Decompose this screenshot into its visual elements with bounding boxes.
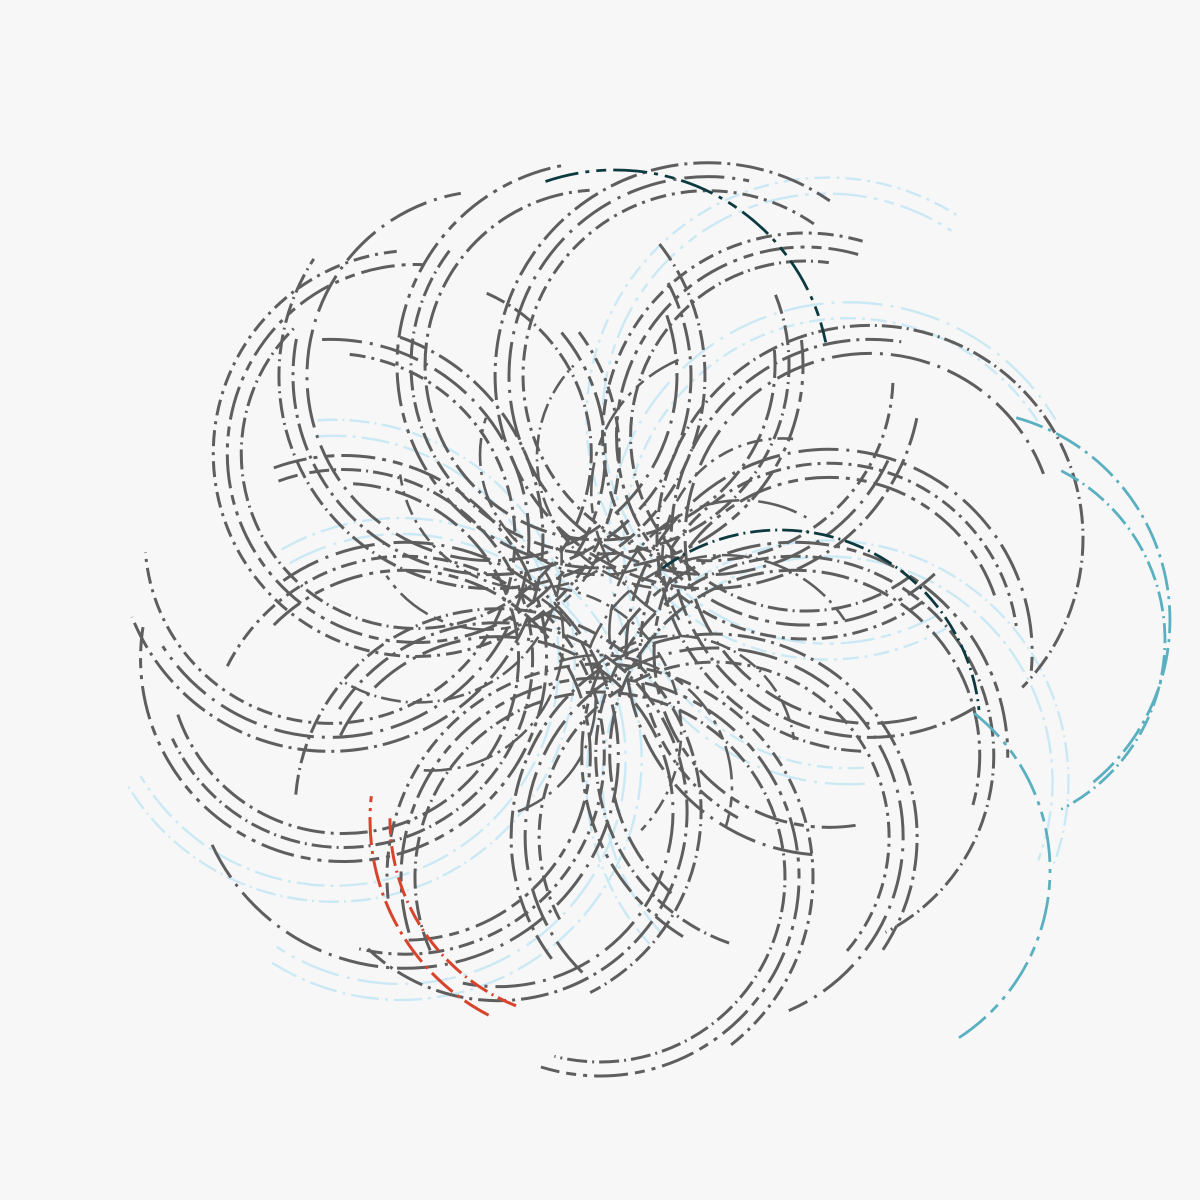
light-ring-strand	[139, 434, 561, 887]
grey-ring-strand	[683, 351, 1045, 725]
grey-ring-strand	[521, 189, 895, 563]
grey-inner-arc	[556, 586, 683, 832]
grey-ring-strand	[239, 291, 593, 630]
grey-ring-strand	[608, 568, 982, 895]
grey-ring-strand	[272, 568, 592, 942]
light-ring-strand	[601, 192, 953, 645]
teal-accent-arc	[1060, 469, 1167, 811]
grey-ring-strand	[399, 676, 801, 1078]
grey-ring-strand	[305, 191, 679, 563]
light-ring-strand	[622, 317, 1043, 770]
light-ring-strand	[125, 418, 577, 903]
grey-ring-strand	[277, 243, 707, 591]
grey-ring-strand	[413, 690, 787, 1064]
grey-ring-strand	[144, 352, 517, 725]
grey-ring-strand	[294, 607, 703, 994]
grey-ring-strand	[409, 246, 791, 556]
grey-inner-arc	[558, 653, 734, 829]
grey-ring-strand	[615, 245, 936, 627]
teal-accent-arc	[957, 712, 1052, 1040]
grey-ring-strand	[395, 164, 805, 570]
dark-teal-accent-arc	[545, 168, 828, 343]
grey-inner-arc	[608, 499, 810, 645]
grey-ring-strand	[210, 540, 620, 970]
grey-inner-arc	[385, 551, 601, 631]
grey-inner-arc	[535, 364, 652, 589]
grey-ring-strand	[638, 461, 1019, 820]
teal-accent-arc	[1015, 416, 1172, 786]
grey-ring-strand	[339, 635, 675, 989]
red-accent-arc	[368, 796, 490, 1017]
grey-inner-arc	[398, 474, 624, 591]
grey-inner-arc	[343, 545, 563, 704]
grey-ring-strand	[385, 662, 815, 1050]
grey-ring-strand	[624, 447, 1034, 857]
grey-inner-arc	[419, 570, 565, 772]
grey-ring-strand	[225, 554, 606, 956]
grey-ring-strand	[176, 482, 521, 836]
grey-ring-strand	[655, 323, 1085, 753]
grey-inner-arc	[591, 634, 796, 740]
light-ring-strand	[267, 516, 643, 1002]
grey-ring-strand	[211, 249, 621, 658]
grey-ring-strand	[509, 632, 919, 960]
grey-ring-strand	[225, 263, 607, 644]
red-accent-arc	[388, 818, 517, 1008]
grey-inner-arc	[661, 437, 794, 621]
grey-ring-strand	[652, 475, 997, 829]
dark-teal-accent-arc	[661, 528, 981, 711]
grey-ring-strand	[669, 337, 977, 739]
grey-ring-strand	[291, 282, 693, 577]
grey-ring-strand	[139, 454, 549, 864]
grey-ring-strand	[171, 468, 535, 850]
light-ring-strand	[606, 301, 1057, 786]
grey-inner-arc	[589, 356, 686, 614]
grey-inner-arc	[588, 553, 846, 649]
grey-ring-strand	[537, 660, 891, 952]
grey-ring-strand	[130, 335, 545, 753]
light-ring-strand	[276, 532, 627, 986]
grey-inner-arc	[517, 597, 598, 813]
grey-ring-strand	[629, 259, 910, 613]
grey-ring-strand	[580, 540, 1010, 938]
light-ring-strand	[585, 176, 961, 661]
grey-ring-strand	[423, 188, 777, 542]
grey-ring-strand	[523, 646, 905, 1012]
grey-ring-strand	[161, 337, 531, 739]
light-ring-strand	[585, 539, 1070, 945]
grey-ring-strand	[594, 554, 996, 945]
